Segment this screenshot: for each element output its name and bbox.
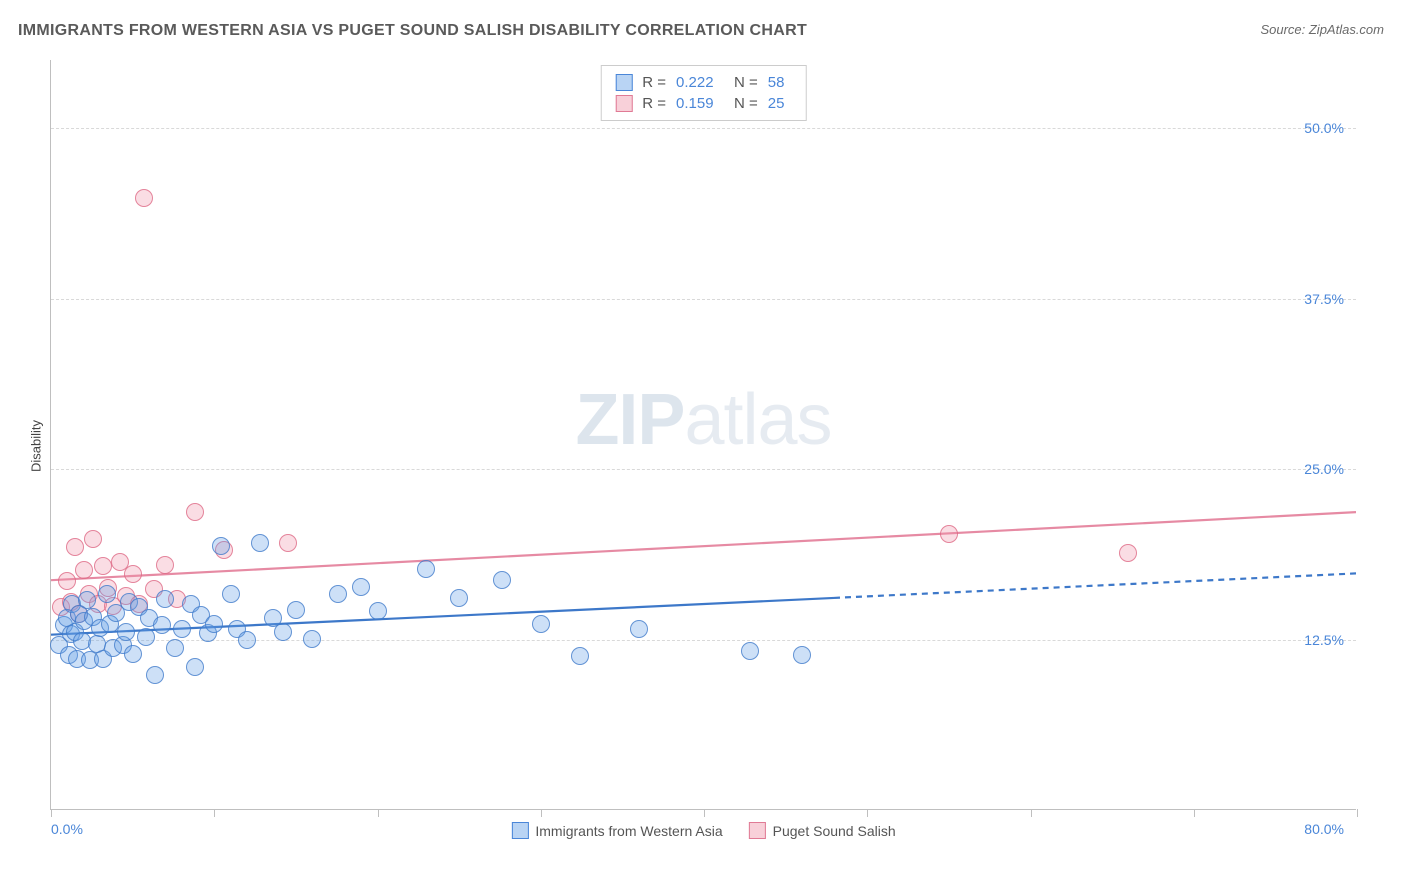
stat-row-blue: R = 0.222 N = 58 <box>615 72 792 93</box>
data-point <box>571 647 589 665</box>
n-value-pink: 25 <box>768 95 792 112</box>
data-point <box>135 189 153 207</box>
gridline <box>51 469 1356 470</box>
stat-row-pink: R = 0.159 N = 25 <box>615 93 792 114</box>
x-axis-min-label: 0.0% <box>51 821 83 837</box>
swatch-blue-icon <box>511 822 528 839</box>
swatch-pink-icon <box>615 95 632 112</box>
correlation-stats-box: R = 0.222 N = 58 R = 0.159 N = 25 <box>600 65 807 121</box>
data-point <box>98 585 116 603</box>
gridline <box>51 299 1356 300</box>
data-point <box>1119 544 1137 562</box>
data-point <box>156 556 174 574</box>
data-point <box>940 525 958 543</box>
data-point <box>186 503 204 521</box>
data-point <box>279 534 297 552</box>
data-point <box>156 590 174 608</box>
data-point <box>66 538 84 556</box>
x-tick <box>867 809 868 817</box>
data-point <box>238 631 256 649</box>
swatch-blue-icon <box>615 74 632 91</box>
source-name: ZipAtlas.com <box>1309 22 1384 37</box>
data-point <box>186 658 204 676</box>
y-axis-label: Disability <box>29 420 44 472</box>
data-point <box>146 666 164 684</box>
trend-lines-svg <box>51 60 1356 809</box>
x-tick <box>541 809 542 817</box>
data-point <box>417 560 435 578</box>
gridline <box>51 128 1356 129</box>
n-label: N = <box>734 95 758 112</box>
x-tick <box>214 809 215 817</box>
chart-title: IMMIGRANTS FROM WESTERN ASIA VS PUGET SO… <box>18 22 807 40</box>
r-value-pink: 0.159 <box>676 95 724 112</box>
chart-plot-area: ZIPatlas R = 0.222 N = 58 R = 0.159 N = … <box>50 60 1356 810</box>
watermark-bold: ZIP <box>575 380 684 460</box>
data-point <box>94 557 112 575</box>
data-point <box>741 642 759 660</box>
x-tick <box>1031 809 1032 817</box>
watermark: ZIPatlas <box>575 379 831 461</box>
data-point <box>450 589 468 607</box>
data-point <box>303 630 321 648</box>
data-point <box>274 623 292 641</box>
x-tick <box>51 809 52 817</box>
data-point <box>287 601 305 619</box>
data-point <box>84 530 102 548</box>
data-point <box>137 628 155 646</box>
y-tick-label: 37.5% <box>1304 291 1344 307</box>
data-point <box>205 615 223 633</box>
data-point <box>78 591 96 609</box>
y-tick-label: 25.0% <box>1304 461 1344 477</box>
legend-label-pink: Puget Sound Salish <box>773 823 896 839</box>
r-label: R = <box>642 74 666 91</box>
source-prefix: Source: <box>1260 22 1308 37</box>
data-point <box>793 646 811 664</box>
data-point <box>75 561 93 579</box>
data-point <box>532 615 550 633</box>
data-point <box>166 639 184 657</box>
r-label: R = <box>642 95 666 112</box>
data-point <box>369 602 387 620</box>
data-point <box>124 565 142 583</box>
x-tick <box>378 809 379 817</box>
x-tick <box>1194 809 1195 817</box>
source-label: Source: ZipAtlas.com <box>1260 22 1384 37</box>
y-tick-label: 50.0% <box>1304 120 1344 136</box>
x-tick <box>704 809 705 817</box>
data-point <box>222 585 240 603</box>
data-point <box>329 585 347 603</box>
r-value-blue: 0.222 <box>676 74 724 91</box>
data-point <box>212 537 230 555</box>
data-point <box>251 534 269 552</box>
swatch-pink-icon <box>749 822 766 839</box>
data-point <box>173 620 191 638</box>
data-point <box>117 623 135 641</box>
data-point <box>153 616 171 634</box>
legend-item-blue: Immigrants from Western Asia <box>511 822 722 839</box>
data-point <box>493 571 511 589</box>
watermark-light: atlas <box>684 380 831 460</box>
legend: Immigrants from Western Asia Puget Sound… <box>511 822 895 839</box>
n-label: N = <box>734 74 758 91</box>
x-tick <box>1357 809 1358 817</box>
data-point <box>352 578 370 596</box>
x-axis-max-label: 80.0% <box>1304 821 1344 837</box>
data-point <box>630 620 648 638</box>
legend-label-blue: Immigrants from Western Asia <box>535 823 722 839</box>
n-value-blue: 58 <box>768 74 792 91</box>
legend-item-pink: Puget Sound Salish <box>749 822 896 839</box>
data-point <box>58 572 76 590</box>
y-tick-label: 12.5% <box>1304 632 1344 648</box>
data-point <box>124 645 142 663</box>
